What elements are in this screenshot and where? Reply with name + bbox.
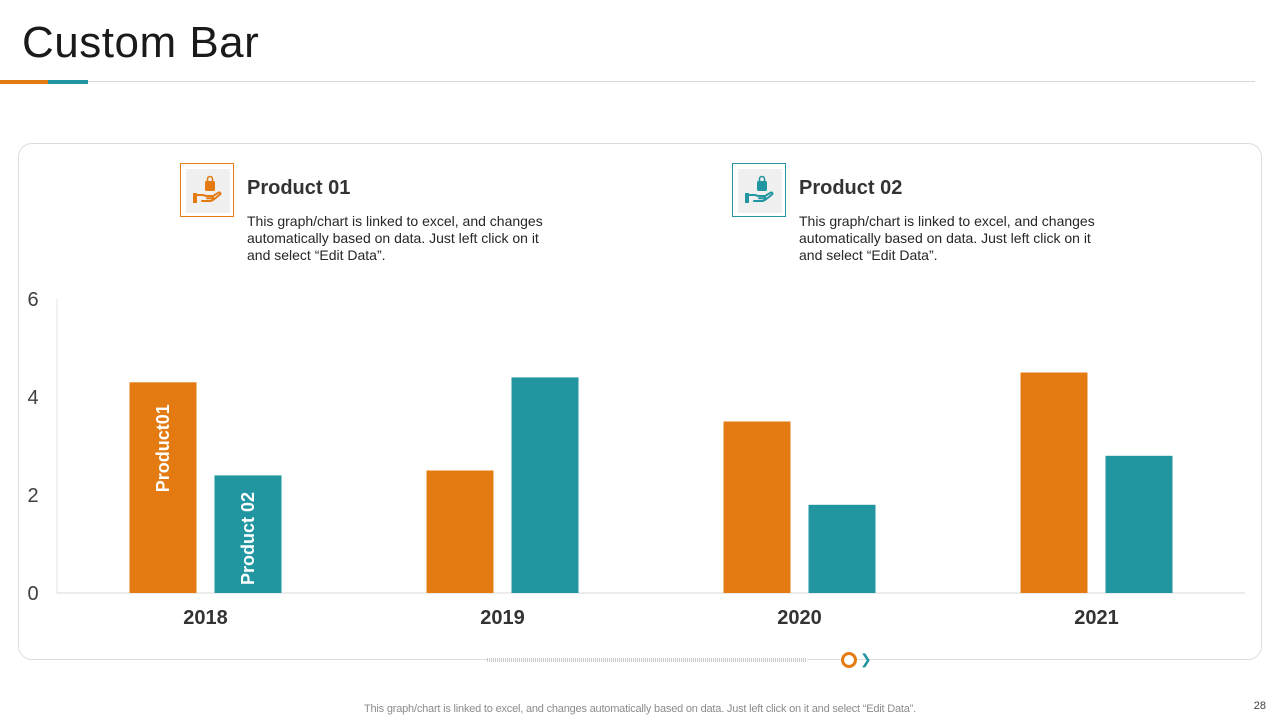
title-accent-orange xyxy=(0,80,48,84)
x-tick-label: 2020 xyxy=(777,607,822,629)
x-tick-label: 2018 xyxy=(183,607,228,629)
legend-description-product-02: This graph/chart is linked to excel, and… xyxy=(799,213,1095,263)
hand-holding-bag-icon xyxy=(193,175,222,203)
y-tick-label: 4 xyxy=(27,387,38,409)
slider-handle[interactable] xyxy=(841,652,857,668)
bar-series-label: Product01 xyxy=(153,404,173,492)
bar-series-label: Product 02 xyxy=(238,492,258,585)
bar-2018-series-2 xyxy=(214,475,282,593)
legend-description-product-01: This graph/chart is linked to excel, and… xyxy=(247,213,543,263)
title-divider xyxy=(0,81,1255,82)
page-title: Custom Bar xyxy=(22,18,260,67)
bar-2019-series-1 xyxy=(426,470,494,593)
legend-title-product-01: Product 01 xyxy=(247,177,351,199)
chevron-right-icon[interactable]: ❯ xyxy=(860,651,872,667)
title-accent-teal xyxy=(48,80,88,84)
x-tick-label: 2019 xyxy=(480,607,525,629)
y-tick-label: 0 xyxy=(27,583,38,605)
legend-title-product-02: Product 02 xyxy=(799,177,903,199)
y-tick-label: 6 xyxy=(27,289,38,311)
page-number: 28 xyxy=(1253,700,1266,712)
legend-icon-product-01 xyxy=(180,163,234,217)
bar-2020-series-1 xyxy=(723,421,791,593)
footer-note: This graph/chart is linked to excel, and… xyxy=(364,703,916,715)
bar-2019-series-2 xyxy=(511,377,579,593)
y-tick-label: 2 xyxy=(27,485,38,507)
legend-icon-product-02 xyxy=(732,163,786,217)
bar-2021-series-2 xyxy=(1105,455,1173,593)
hand-holding-bag-icon xyxy=(745,175,774,203)
slider-track xyxy=(487,658,807,662)
bar-2020-series-2 xyxy=(808,504,876,593)
x-tick-label: 2021 xyxy=(1074,607,1119,629)
bar-2021-series-1 xyxy=(1020,372,1088,593)
bar-2018-series-1 xyxy=(129,382,197,593)
